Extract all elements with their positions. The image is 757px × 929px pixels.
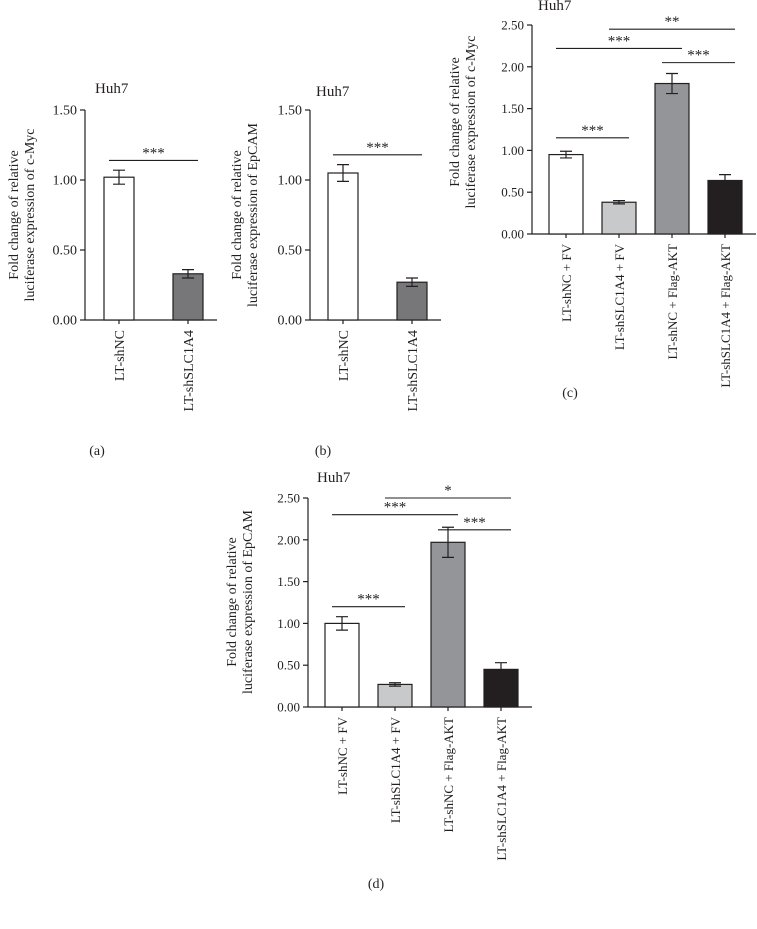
error-bar-4 (495, 662, 507, 677)
category-label: LT-shSLC1A4 + FV (388, 716, 403, 823)
y-tick-label: 1.00 (53, 174, 78, 189)
bar-1 (548, 153, 584, 235)
error-bar-2 (613, 199, 625, 205)
bar-2 (172, 273, 204, 321)
category-label: LT-shSLC1A4 + Flag-AKT (494, 717, 509, 861)
bar-1 (103, 176, 135, 321)
y-tick-label: 0.50 (501, 185, 524, 200)
category-label: LT-shNC (337, 330, 352, 381)
y-axis-title: Fold change of relative (230, 150, 245, 279)
y-tick-label: 1.00 (277, 616, 300, 631)
bar-3 (654, 82, 690, 235)
y-tick-label: 0.00 (53, 314, 78, 329)
bar-2 (396, 281, 428, 321)
chart-panel-2: Huh7 0.00 0.50 1.00 1.50 Fold change of relat… (230, 84, 441, 459)
y-axis-title: luciferase expression of EpCAM (246, 123, 261, 307)
significance-label: *** (463, 515, 486, 531)
chart-title: Huh7 (538, 0, 572, 14)
category-label: LT-shNC + Flag-AKT (665, 244, 680, 359)
significance-label: *** (357, 592, 380, 608)
error-bar-1 (560, 150, 572, 159)
category-label: LT-shSLC1A4 (406, 330, 421, 411)
y-tick-label: 0.00 (501, 227, 524, 242)
y-axis-title: Fold change of relative (448, 57, 463, 186)
y-tick-label: 0.00 (278, 314, 303, 329)
y-tick-label: 1.50 (53, 104, 78, 119)
y-axis-title: Fold change of relative (225, 537, 240, 666)
significance-label: *** (687, 48, 710, 64)
error-bar-4 (719, 174, 731, 187)
y-tick-label: 2.00 (277, 532, 300, 547)
y-tick-label: 0.50 (277, 658, 300, 673)
chart-panel-3: Huh7 0.00 0.50 1.00 1.50 2.00 2.50 Fold change … (448, 0, 756, 401)
y-axis-title: luciferase expression of c-Myc (464, 36, 479, 209)
y-tick-label: 1.00 (501, 143, 524, 158)
significance-label: *** (581, 123, 604, 139)
chart-title: Huh7 (95, 81, 129, 97)
significance-label: *** (384, 500, 407, 516)
bar-3 (430, 541, 466, 708)
significance-label: *** (366, 140, 389, 156)
panel-label: (a) (89, 444, 105, 459)
y-tick-label: 1.50 (278, 104, 303, 119)
error-bar-1 (113, 169, 125, 185)
significance-label: ** (665, 14, 680, 30)
bar-2 (377, 683, 413, 708)
y-axis-title: Fold change of relative (7, 150, 22, 279)
chart-title: Huh7 (317, 470, 351, 486)
error-bar-3 (666, 72, 678, 95)
y-tick-label: 1.50 (501, 101, 524, 116)
category-label: LT-shSLC1A4 + FV (612, 243, 627, 350)
y-tick-label: 1.50 (277, 574, 300, 589)
panel-label: (d) (368, 877, 385, 892)
error-bar-2 (182, 269, 194, 279)
bar-1 (327, 172, 359, 321)
chart-panel-1: Huh7 0.00 0.50 1.00 1.50 Fold change of relat… (7, 81, 217, 459)
y-tick-label: 2.50 (277, 491, 300, 506)
error-bar-1 (337, 164, 349, 182)
significance-label: *** (608, 33, 631, 49)
y-tick-label: 0.50 (278, 244, 303, 259)
category-label: LT-shNC + Flag-AKT (441, 717, 456, 832)
error-bar-2 (389, 682, 401, 687)
y-tick-label: 1.00 (278, 174, 303, 189)
error-bar-1 (336, 616, 348, 631)
bar-1 (324, 622, 360, 708)
error-bar-2 (406, 277, 418, 287)
chart-title: Huh7 (316, 84, 350, 100)
y-tick-label: 2.00 (501, 59, 524, 74)
category-label: LT-shNC (113, 330, 128, 381)
category-label: LT-shNC + FV (335, 716, 350, 795)
y-tick-label: 0.50 (53, 244, 78, 259)
bar-2 (601, 201, 637, 235)
category-label: LT-shSLC1A4 + Flag-AKT (718, 244, 733, 388)
category-label: LT-shNC + FV (559, 243, 574, 322)
y-tick-label: 0.00 (277, 700, 300, 715)
chart-panel-4: Huh7 0.00 0.50 1.00 1.50 2.00 2.50 Fold change … (225, 470, 532, 892)
y-axis-title: luciferase expression of c-Myc (23, 129, 38, 302)
bar-4 (707, 179, 743, 235)
panel-label: (b) (315, 444, 332, 459)
significance-label: *** (142, 145, 165, 161)
category-label: LT-shSLC1A4 (182, 330, 197, 411)
error-bar-3 (442, 526, 454, 558)
y-axis-title: luciferase expression of EpCAM (241, 510, 256, 694)
panel-label: (c) (562, 386, 578, 401)
y-tick-label: 2.50 (501, 18, 524, 33)
significance-label: * (444, 483, 452, 499)
